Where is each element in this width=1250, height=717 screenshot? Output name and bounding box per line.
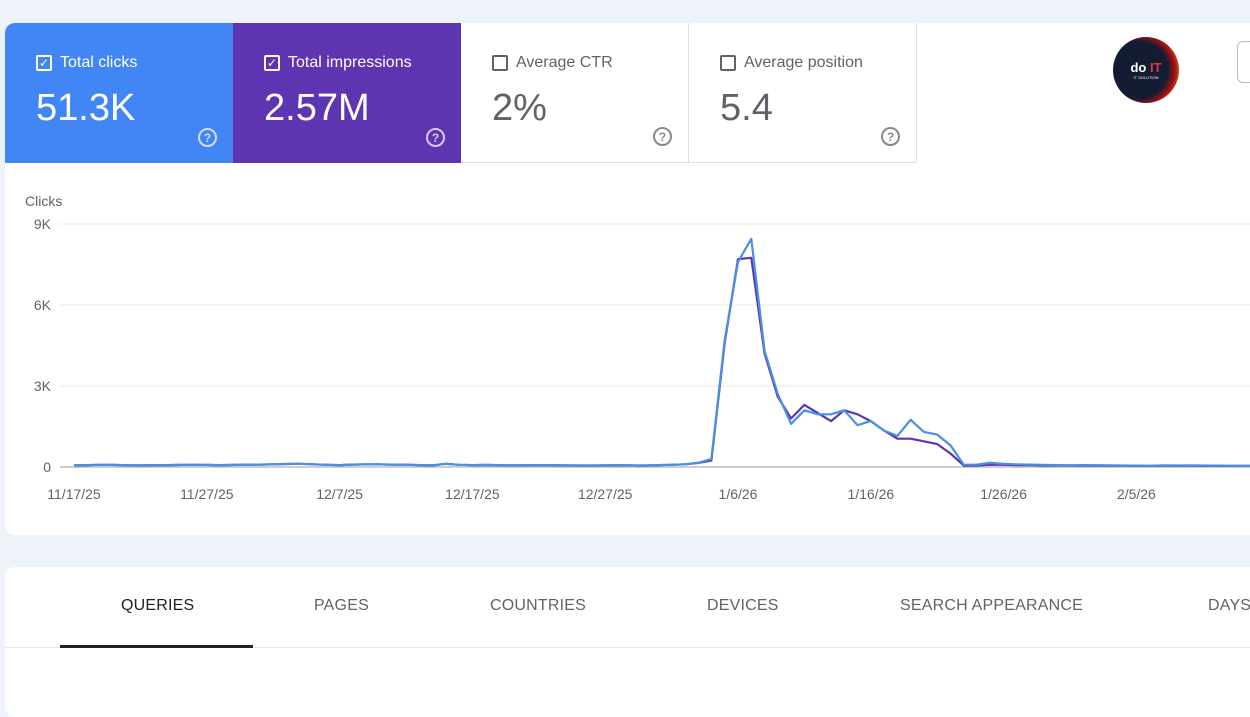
metric-total-clicks[interactable]: ✓ Total clicks 51.3K ? <box>5 23 233 163</box>
x-tick-label: 11/17/25 <box>47 486 101 502</box>
checkbox-icon[interactable] <box>720 55 736 71</box>
y-tick-label: 3K <box>34 378 52 394</box>
impressions-line <box>73 256 1250 467</box>
metric-value: 2.57M <box>264 87 370 129</box>
y-tick-label: 9K <box>34 216 52 232</box>
active-tab-indicator <box>60 645 253 648</box>
tab-search-appearance[interactable]: SEARCH APPEARANCE <box>900 597 1084 614</box>
metric-average-ctr[interactable]: Average CTR 2% ? <box>461 23 689 163</box>
y-axis-label: Clicks <box>25 193 62 209</box>
x-tick-label: 12/7/25 <box>316 486 363 502</box>
y-tick-label: 0 <box>43 459 51 475</box>
checkbox-icon[interactable]: ✓ <box>36 55 52 71</box>
tabs-card: QUERIES PAGES COUNTRIES DEVICES SEARCH A… <box>5 567 1250 717</box>
y-tick-label: 6K <box>34 297 52 313</box>
logo-subtext: IT SOLUTION <box>1133 75 1159 80</box>
x-tick-label: 11/27/25 <box>180 486 234 502</box>
tab-pages[interactable]: PAGES <box>314 597 369 614</box>
metric-label: Total clicks <box>60 54 138 71</box>
tab-queries[interactable]: QUERIES <box>121 597 195 614</box>
metric-average-position[interactable]: Average position 5.4 ? <box>689 23 917 163</box>
tab-divider <box>5 647 1250 648</box>
x-tick-label: 2/5/26 <box>1117 486 1156 502</box>
avatar-logo[interactable]: do IT IT SOLUTION <box>1113 37 1179 103</box>
help-circle-icon[interactable]: ? <box>653 127 672 146</box>
x-tick-label: 12/27/25 <box>578 486 633 502</box>
x-tick-label: 1/6/26 <box>719 486 758 502</box>
metric-value: 2% <box>492 87 547 129</box>
metric-label: Average position <box>744 54 863 71</box>
help-circle-icon[interactable]: ? <box>198 128 217 147</box>
tab-countries[interactable]: COUNTRIES <box>490 597 587 614</box>
x-tick-label: 1/16/26 <box>847 486 894 502</box>
performance-card: ✓ Total clicks 51.3K ? ✓ Total impressions… <box>5 23 1250 535</box>
x-tick-label: 1/26/26 <box>980 486 1027 502</box>
metric-label: Total impressions <box>288 54 412 71</box>
clicks-line <box>73 237 1250 467</box>
metric-value: 51.3K <box>36 87 136 129</box>
metric-total-impressions[interactable]: ✓ Total impressions 2.57M ? <box>233 23 461 163</box>
tab-days[interactable]: DAYS <box>1208 597 1250 614</box>
checkbox-icon[interactable]: ✓ <box>264 55 280 71</box>
help-circle-icon[interactable]: ? <box>426 128 445 147</box>
logo-text: do IT <box>1130 60 1162 75</box>
checkbox-icon[interactable] <box>492 55 508 71</box>
metric-value: 5.4 <box>720 87 773 129</box>
clicks-chart: Clicks 0 3K 6K 9K 11/17/25 11/27/25 12/7/25 12/… <box>25 193 1250 502</box>
x-tick-label: 12/17/25 <box>445 486 500 502</box>
tab-devices[interactable]: DEVICES <box>707 597 779 614</box>
menu-button[interactable] <box>1237 41 1250 83</box>
metric-label: Average CTR <box>516 54 613 71</box>
help-circle-icon[interactable]: ? <box>881 127 900 146</box>
